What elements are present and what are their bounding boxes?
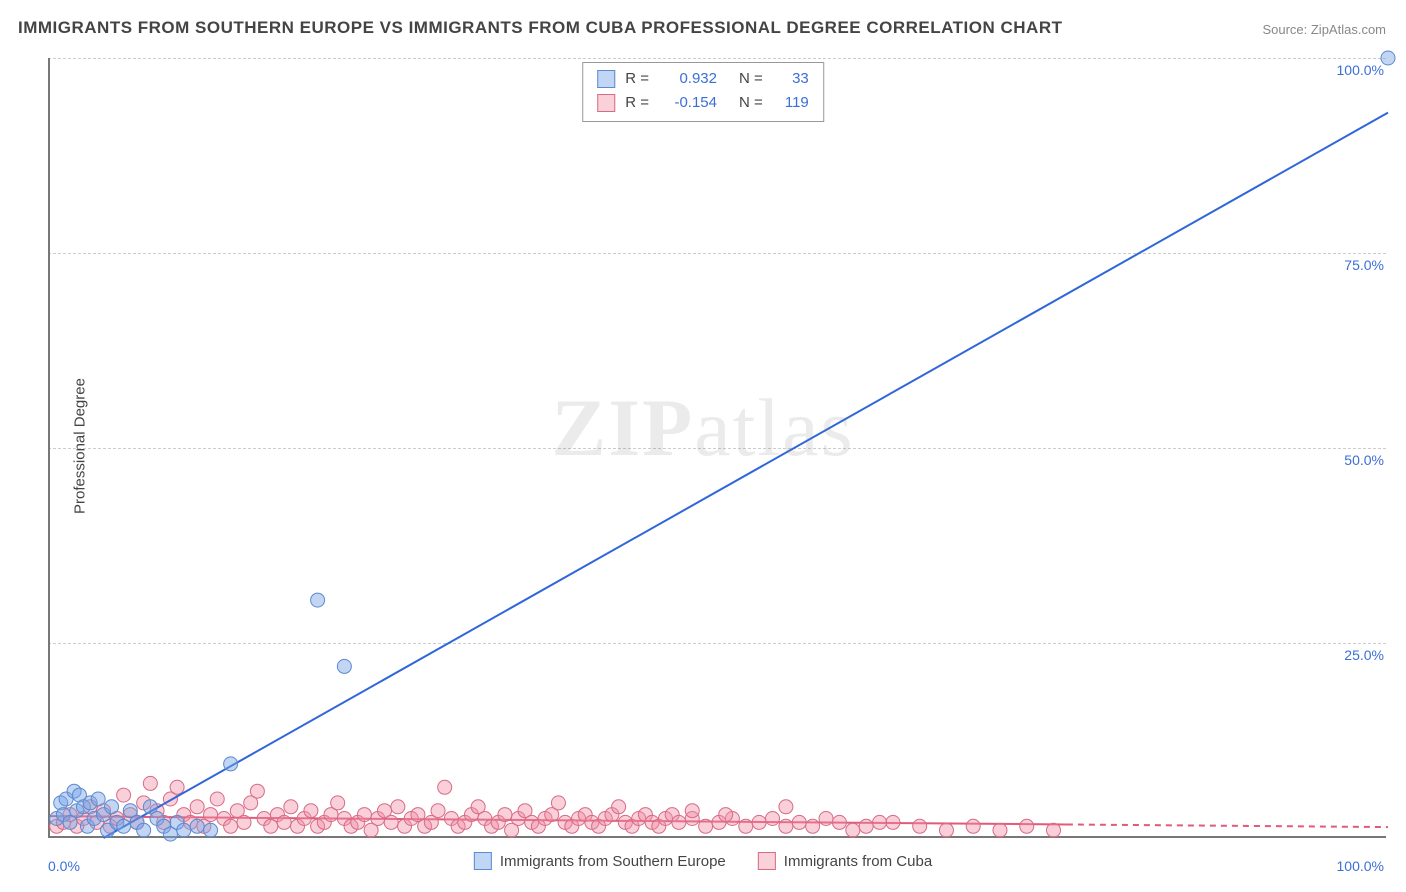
data-point-pink	[779, 800, 793, 814]
stats-swatch	[597, 70, 615, 88]
data-point-blue	[137, 823, 151, 837]
plot-area	[48, 58, 1386, 838]
legend-item: Immigrants from Southern Europe	[474, 852, 726, 870]
data-point-pink	[331, 796, 345, 810]
source-attribution: Source: ZipAtlas.com	[1262, 22, 1386, 37]
data-point-pink	[498, 808, 512, 822]
data-point-blue	[91, 792, 105, 806]
chart-title: IMMIGRANTS FROM SOUTHERN EUROPE VS IMMIG…	[18, 18, 1062, 38]
data-point-blue	[117, 819, 131, 833]
r-value: 0.932	[659, 67, 717, 91]
data-point-pink	[250, 784, 264, 798]
data-point-blue	[337, 659, 351, 673]
data-point-pink	[846, 823, 860, 837]
data-point-pink	[672, 815, 686, 829]
data-point-pink	[204, 808, 218, 822]
data-point-pink	[438, 780, 452, 794]
data-point-pink	[739, 819, 753, 833]
data-point-pink	[886, 815, 900, 829]
regression-line-blue	[104, 113, 1388, 838]
data-point-pink	[170, 780, 184, 794]
data-point-pink	[752, 815, 766, 829]
legend: Immigrants from Southern Europe Immigrant…	[474, 852, 932, 870]
n-label: N =	[739, 67, 763, 91]
data-point-pink	[384, 815, 398, 829]
data-point-pink	[431, 804, 445, 818]
n-value: 33	[773, 67, 809, 91]
data-point-pink	[237, 815, 251, 829]
stats-box: R = 0.932 N = 33 R = -0.154 N = 119	[582, 62, 824, 122]
data-point-pink	[117, 788, 131, 802]
data-point-blue	[1381, 51, 1395, 65]
data-point-pink	[210, 792, 224, 806]
data-point-pink	[966, 819, 980, 833]
data-point-pink	[779, 819, 793, 833]
data-point-pink	[1020, 819, 1034, 833]
n-label: N =	[739, 91, 763, 115]
x-tick-max: 100.0%	[1337, 858, 1384, 874]
data-point-pink	[551, 796, 565, 810]
data-point-pink	[224, 819, 238, 833]
legend-swatch	[758, 852, 776, 870]
legend-label: Immigrants from Southern Europe	[500, 853, 726, 870]
legend-swatch	[474, 852, 492, 870]
data-point-pink	[859, 819, 873, 833]
data-point-pink	[277, 815, 291, 829]
data-point-pink	[190, 800, 204, 814]
stats-row: R = 0.932 N = 33	[597, 67, 809, 91]
r-value: -0.154	[659, 91, 717, 115]
chart-svg	[50, 58, 1386, 836]
data-point-blue	[204, 823, 218, 837]
r-label: R =	[625, 67, 649, 91]
data-point-pink	[873, 815, 887, 829]
stats-swatch	[597, 94, 615, 112]
data-point-pink	[699, 819, 713, 833]
data-point-pink	[766, 812, 780, 826]
data-point-pink	[391, 800, 405, 814]
data-point-pink	[612, 800, 626, 814]
stats-row: R = -0.154 N = 119	[597, 91, 809, 115]
legend-label: Immigrants from Cuba	[784, 853, 932, 870]
data-point-pink	[143, 776, 157, 790]
data-point-blue	[177, 823, 191, 837]
data-point-blue	[224, 757, 238, 771]
data-point-pink	[719, 808, 733, 822]
data-point-pink	[913, 819, 927, 833]
data-point-pink	[1047, 823, 1061, 837]
data-point-blue	[190, 819, 204, 833]
r-label: R =	[625, 91, 649, 115]
regression-line-dashed-pink	[1067, 824, 1388, 827]
data-point-pink	[685, 804, 699, 818]
data-point-pink	[939, 823, 953, 837]
data-point-pink	[832, 815, 846, 829]
data-point-pink	[284, 800, 298, 814]
data-point-pink	[357, 808, 371, 822]
x-tick-min: 0.0%	[48, 858, 80, 874]
data-point-blue	[105, 800, 119, 814]
n-value: 119	[773, 91, 809, 115]
data-point-pink	[792, 815, 806, 829]
data-point-blue	[311, 593, 325, 607]
data-point-pink	[819, 812, 833, 826]
data-point-pink	[304, 804, 318, 818]
data-point-pink	[993, 823, 1007, 837]
data-point-pink	[806, 819, 820, 833]
legend-item: Immigrants from Cuba	[758, 852, 932, 870]
